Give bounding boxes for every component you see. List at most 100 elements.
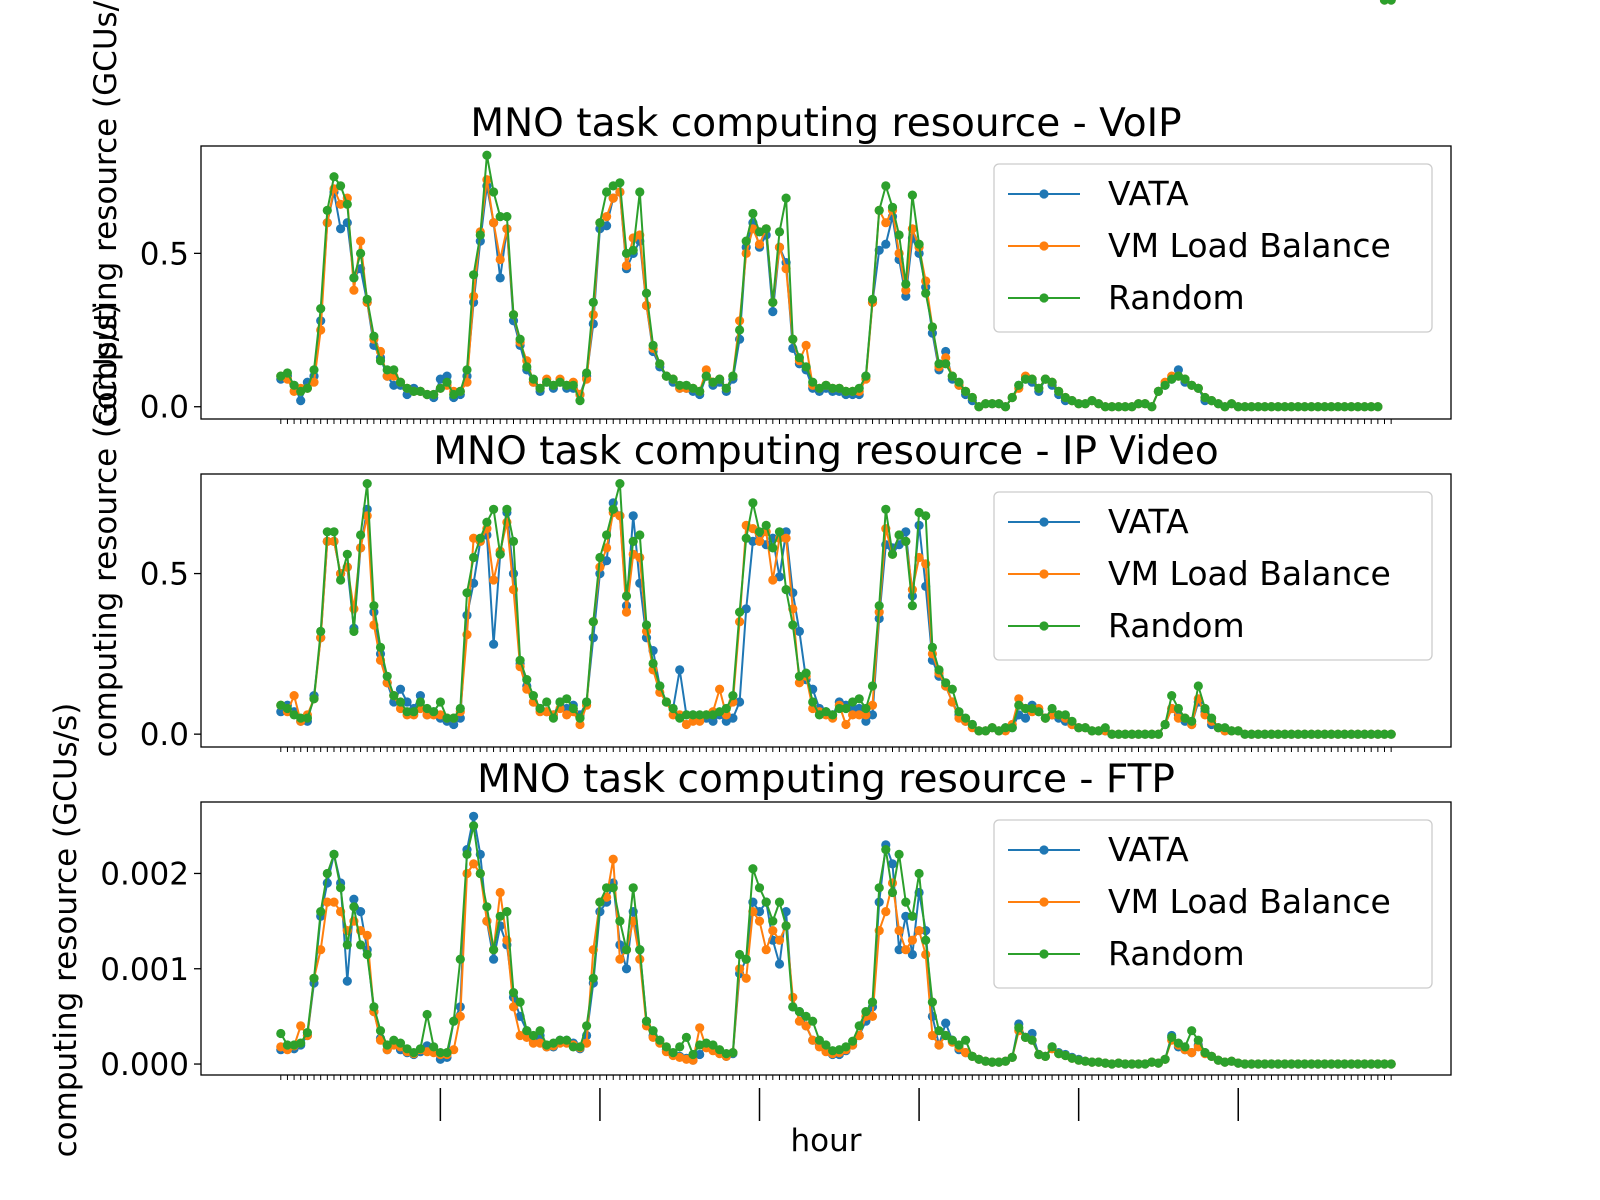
data-point: [1087, 726, 1097, 736]
data-point: [455, 703, 465, 714]
data-point: [728, 691, 738, 701]
data-point: [1087, 1057, 1097, 1067]
legend: VATA VM Load Balance Random: [993, 163, 1433, 333]
legend-swatch-marker: [1039, 569, 1049, 579]
data-point: [681, 710, 692, 720]
legend-box: [993, 819, 1433, 989]
data-point: [754, 883, 765, 893]
data-point: [449, 1016, 459, 1026]
data-point: [741, 533, 751, 543]
data-point: [1313, 1059, 1323, 1069]
data-point: [309, 377, 319, 387]
data-point: [296, 1021, 306, 1031]
data-point: [369, 601, 379, 611]
data-point: [881, 504, 891, 514]
legend-swatch-marker: [1039, 189, 1049, 199]
data-point: [562, 1035, 572, 1045]
data-point: [934, 1026, 944, 1036]
data-point: [282, 703, 292, 714]
data-point: [661, 1042, 672, 1052]
legend-label: Random: [1108, 278, 1245, 317]
plot-frame: [200, 473, 1452, 748]
data-point: [1180, 1042, 1190, 1052]
data-point: [1133, 399, 1144, 409]
data-point: [615, 178, 625, 188]
data-point: [1034, 707, 1044, 717]
data-point: [475, 230, 485, 240]
data-point: [1020, 713, 1031, 723]
data-point: [548, 713, 559, 723]
data-point: [921, 949, 931, 960]
data-point: [1240, 729, 1250, 739]
data-point: [768, 916, 778, 926]
data-point: [1340, 1059, 1350, 1069]
data-point: [754, 916, 765, 926]
data-point: [954, 707, 964, 717]
data-point: [1360, 729, 1370, 739]
data-point: [1246, 729, 1257, 739]
data-point: [615, 479, 625, 489]
x-axis-label: hour: [790, 1123, 861, 1159]
data-point: [322, 527, 332, 537]
data-point: [1333, 402, 1343, 412]
data-point: [462, 365, 472, 375]
data-point: [641, 288, 652, 298]
data-point: [528, 1030, 539, 1041]
data-point: [502, 212, 512, 222]
data-point: [754, 239, 765, 249]
data-point: [927, 642, 938, 653]
data-point: [808, 377, 818, 387]
x-minor-ticks: [280, 1075, 1392, 1080]
data-point: [867, 710, 878, 720]
data-point: [1353, 729, 1363, 739]
data-point: [881, 845, 891, 855]
data-point: [801, 340, 811, 350]
data-point: [362, 949, 372, 960]
panel-voip: MNO task computing resource - VoIP 0.0 0.5…: [140, 0, 1452, 426]
data-point: [1320, 402, 1330, 412]
panel-ip-video: MNO task computing resource - IP Video 0.…: [140, 429, 1452, 753]
data-point: [668, 1048, 678, 1058]
data-point: [1100, 723, 1110, 733]
legend-swatch-marker: [1039, 897, 1049, 907]
data-point: [375, 642, 386, 653]
data-point: [894, 945, 904, 955]
data-point: [854, 710, 864, 720]
data-point: [774, 935, 785, 945]
data-point: [1266, 729, 1277, 739]
data-point: [362, 930, 372, 941]
data-point: [981, 399, 991, 409]
data-point: [1187, 1048, 1197, 1058]
data-point: [608, 504, 618, 514]
data-point: [276, 1028, 286, 1039]
data-point: [389, 691, 399, 701]
data-point: [894, 530, 904, 540]
data-point: [941, 1018, 951, 1028]
data-point: [894, 230, 904, 240]
data-point: [455, 386, 465, 396]
data-point: [695, 710, 705, 720]
data-point: [874, 205, 884, 215]
x-minor-ticks: [280, 419, 1392, 424]
data-point: [1386, 0, 1396, 5]
data-point: [1386, 729, 1396, 739]
data-point: [1107, 729, 1117, 739]
data-point: [508, 988, 519, 998]
data-point: [675, 1042, 685, 1052]
data-point: [801, 362, 811, 372]
data-point: [635, 552, 645, 563]
data-point: [508, 310, 519, 320]
data-point: [442, 1048, 452, 1058]
data-point: [316, 907, 326, 917]
data-point: [588, 617, 598, 627]
data-point: [1027, 1035, 1037, 1045]
data-point: [848, 1036, 858, 1046]
data-point: [489, 218, 499, 228]
data-point: [901, 897, 911, 907]
data-point: [1207, 713, 1217, 723]
data-point: [1273, 729, 1283, 739]
data-point: [1007, 392, 1017, 403]
data-point: [608, 854, 618, 864]
data-point: [794, 1007, 805, 1017]
data-point: [322, 868, 332, 879]
